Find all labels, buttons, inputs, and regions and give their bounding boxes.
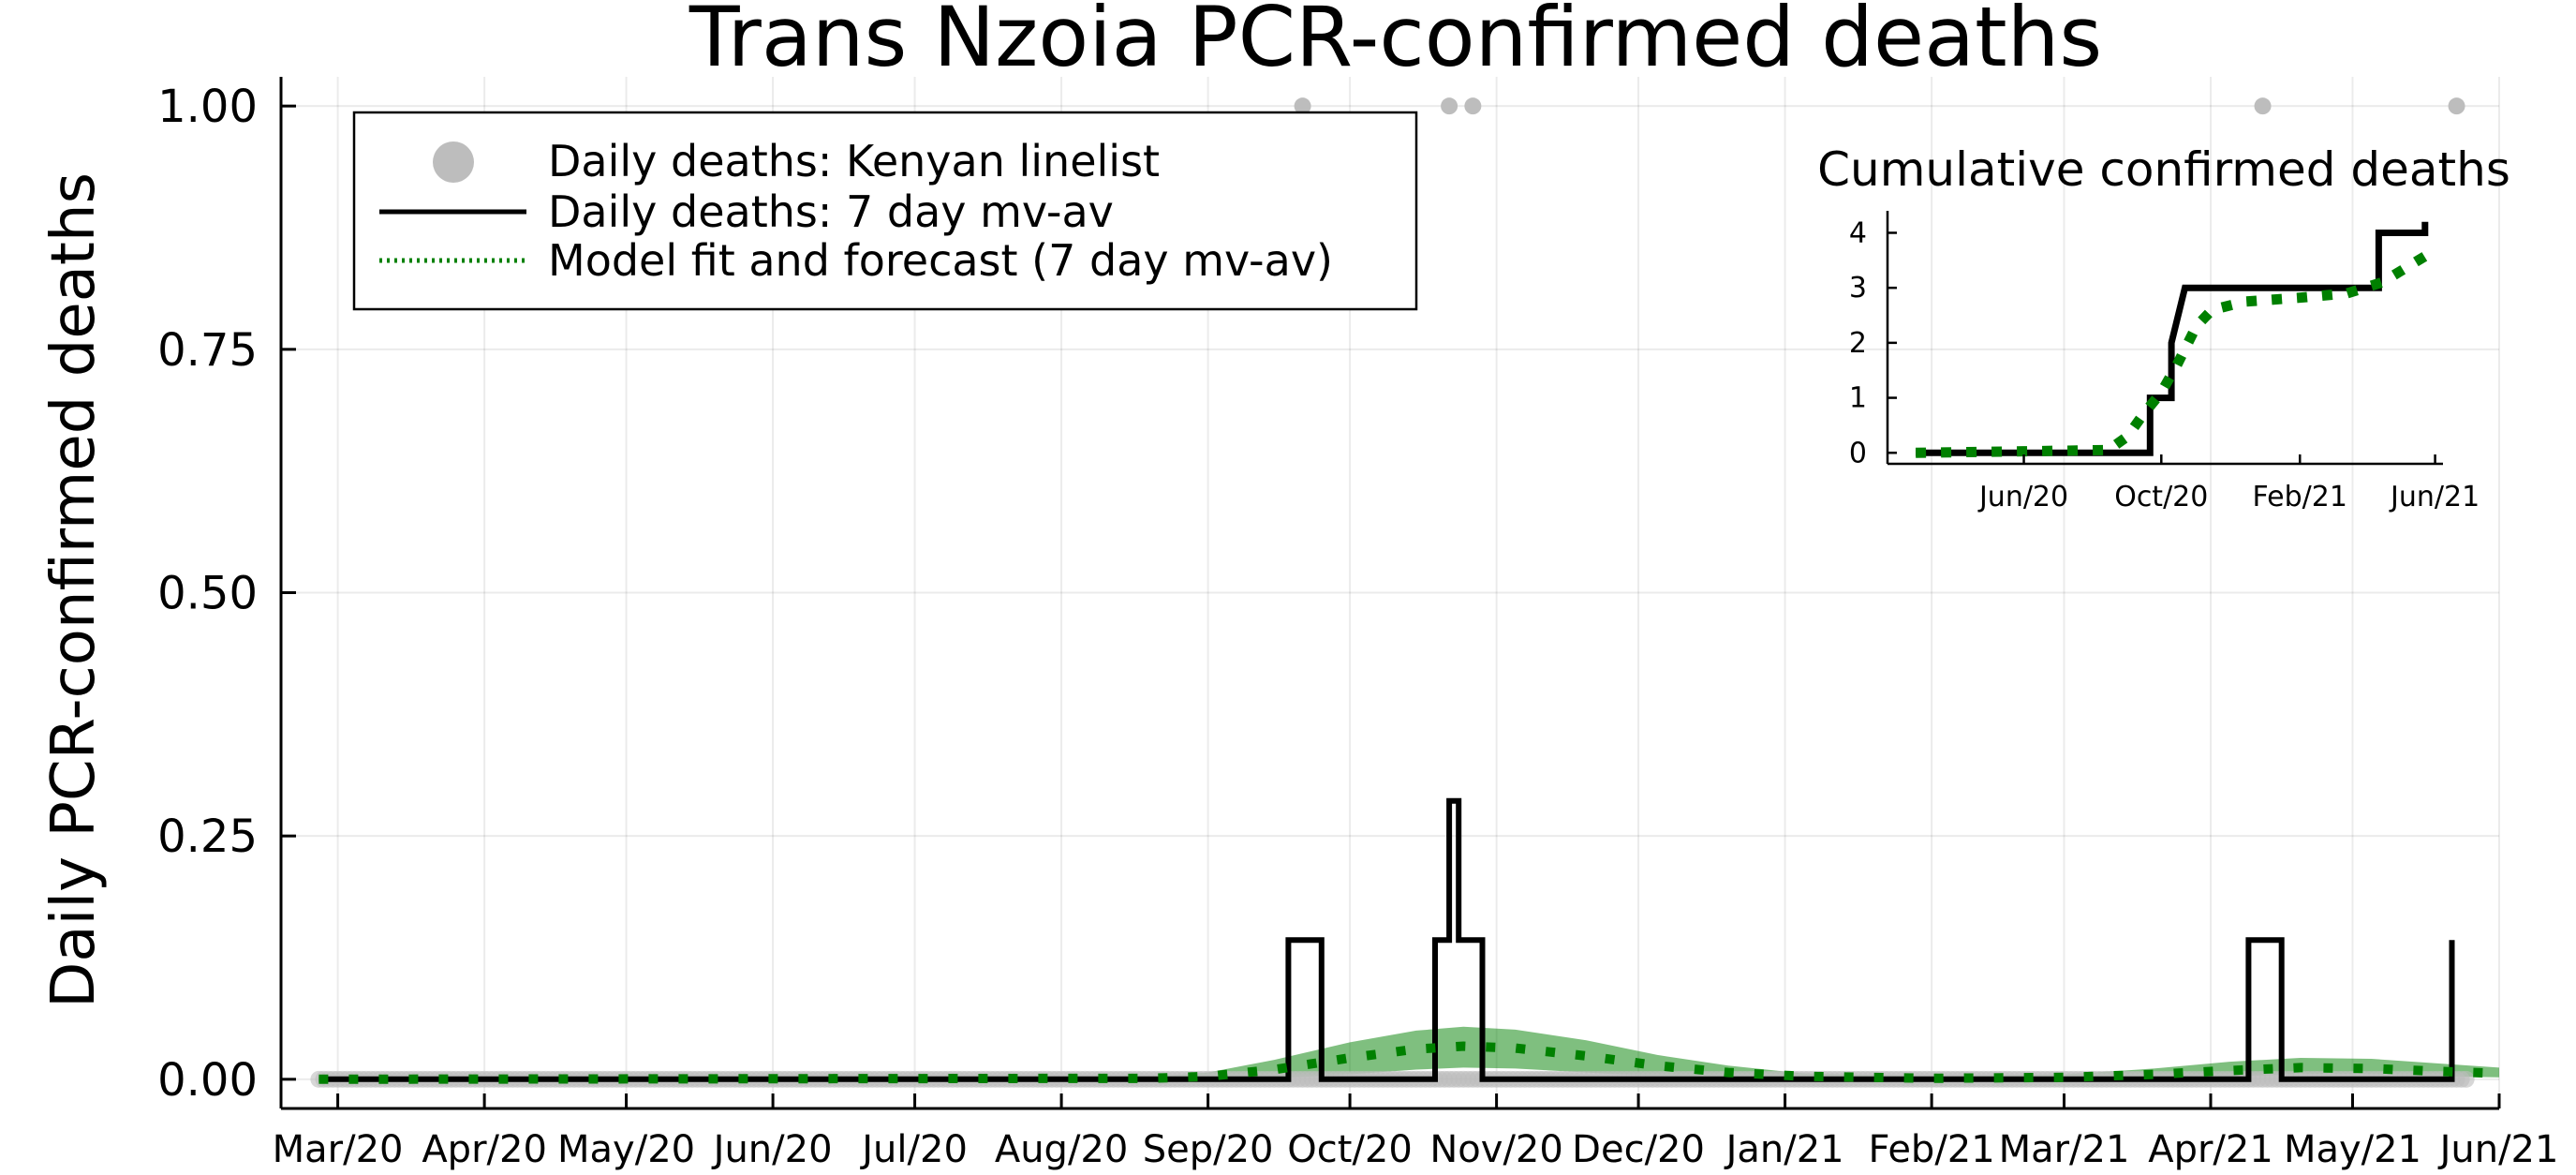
model-uncertainty-band xyxy=(318,1026,2500,1079)
death-point xyxy=(2254,97,2272,115)
zero-death-point xyxy=(2457,1070,2475,1088)
y-tick-label-1: 0.25 xyxy=(157,811,258,863)
inset-title: Cumulative confirmed deaths xyxy=(1817,142,2510,197)
x-tick-label-11: Feb/21 xyxy=(1869,1128,1995,1171)
x-tick-label-13: Apr/21 xyxy=(2148,1128,2273,1171)
x-tick-label-8: Nov/20 xyxy=(1429,1128,1562,1171)
inset-axes xyxy=(1886,211,2443,466)
x-tick-label-10: Jan/21 xyxy=(1724,1128,1844,1171)
inset-cumulative-line xyxy=(1916,221,2429,456)
y-axis-label: Daily PCR-confirmed deaths xyxy=(39,172,109,1008)
legend-marker-scatter xyxy=(433,141,474,183)
inset-y-tick-label-4: 4 xyxy=(1849,216,1867,249)
x-tick-label-3: Jun/20 xyxy=(711,1128,833,1171)
chart-title: Trans Nzoia PCR-confirmed deaths xyxy=(688,0,2102,85)
legend-label-model: Model fit and forecast (7 day mv-av) xyxy=(548,235,1333,286)
x-tick-label-7: Oct/20 xyxy=(1287,1128,1413,1171)
legend-box xyxy=(352,111,1418,311)
x-tick-label-6: Sep/20 xyxy=(1143,1128,1274,1171)
inset-x-tick-label-1: Oct/20 xyxy=(2114,481,2208,513)
main-y-ticks: 0.00 0.25 0.50 0.75 1.00 xyxy=(157,81,296,1107)
y-tick-label-3: 0.75 xyxy=(157,324,258,377)
main-series-lines xyxy=(318,797,2500,1084)
inset-y-ticks: 0 1 2 3 4 xyxy=(1849,216,1897,469)
x-tick-label-5: Aug/20 xyxy=(995,1128,1128,1171)
legend-label-scatter: Daily deaths: Kenyan linelist xyxy=(548,136,1160,186)
inset-x-tick-label-3: Jun/21 xyxy=(2389,481,2480,513)
x-tick-label-9: Dec/20 xyxy=(1572,1128,1705,1171)
inset-model-line xyxy=(1916,250,2431,458)
model-band xyxy=(318,1026,2500,1079)
x-tick-label-15: Jun/21 xyxy=(2437,1128,2559,1171)
x-tick-label-12: Mar/21 xyxy=(1999,1128,2130,1171)
inset-y-tick-label-2: 2 xyxy=(1849,327,1867,360)
inset-y-tick-label-1: 1 xyxy=(1849,382,1867,415)
inset-x-tick-label-2: Feb/21 xyxy=(2253,481,2347,513)
inset-x-ticks: Jun/20 Oct/20 Feb/21 Jun/21 xyxy=(1977,454,2480,513)
inset-series-lines xyxy=(1916,221,2431,458)
y-tick-label-2: 0.50 xyxy=(157,568,258,620)
inset-y-tick-label-0: 0 xyxy=(1849,437,1867,469)
death-point xyxy=(1464,97,1482,115)
x-tick-label-1: Apr/20 xyxy=(422,1128,547,1171)
model-fit-line xyxy=(318,1041,2500,1084)
y-tick-label-4: 1.00 xyxy=(157,81,258,133)
death-point xyxy=(2448,97,2465,115)
death-point xyxy=(1441,97,1458,115)
legend: Daily deaths: Kenyan linelist Daily deat… xyxy=(352,111,1418,311)
x-tick-label-14: May/21 xyxy=(2284,1128,2421,1171)
x-tick-label-0: Mar/20 xyxy=(273,1128,404,1171)
main-x-ticks: Mar/20 Apr/20 May/20 Jun/20 Jul/20 Aug/20 Sep/… xyxy=(273,1093,2559,1171)
main-scatter-points xyxy=(1294,97,2465,115)
x-tick-label-2: May/20 xyxy=(557,1128,695,1171)
daily-deaths-line xyxy=(318,797,2455,1082)
y-tick-label-0: 0.00 xyxy=(157,1054,258,1107)
death-point xyxy=(1294,97,1311,115)
legend-label-line: Daily deaths: 7 day mv-av xyxy=(548,186,1114,237)
x-tick-label-4: Jul/20 xyxy=(859,1128,968,1171)
inset-y-tick-label-3: 3 xyxy=(1849,272,1867,305)
inset-x-tick-label-0: Jun/20 xyxy=(1977,481,2068,513)
